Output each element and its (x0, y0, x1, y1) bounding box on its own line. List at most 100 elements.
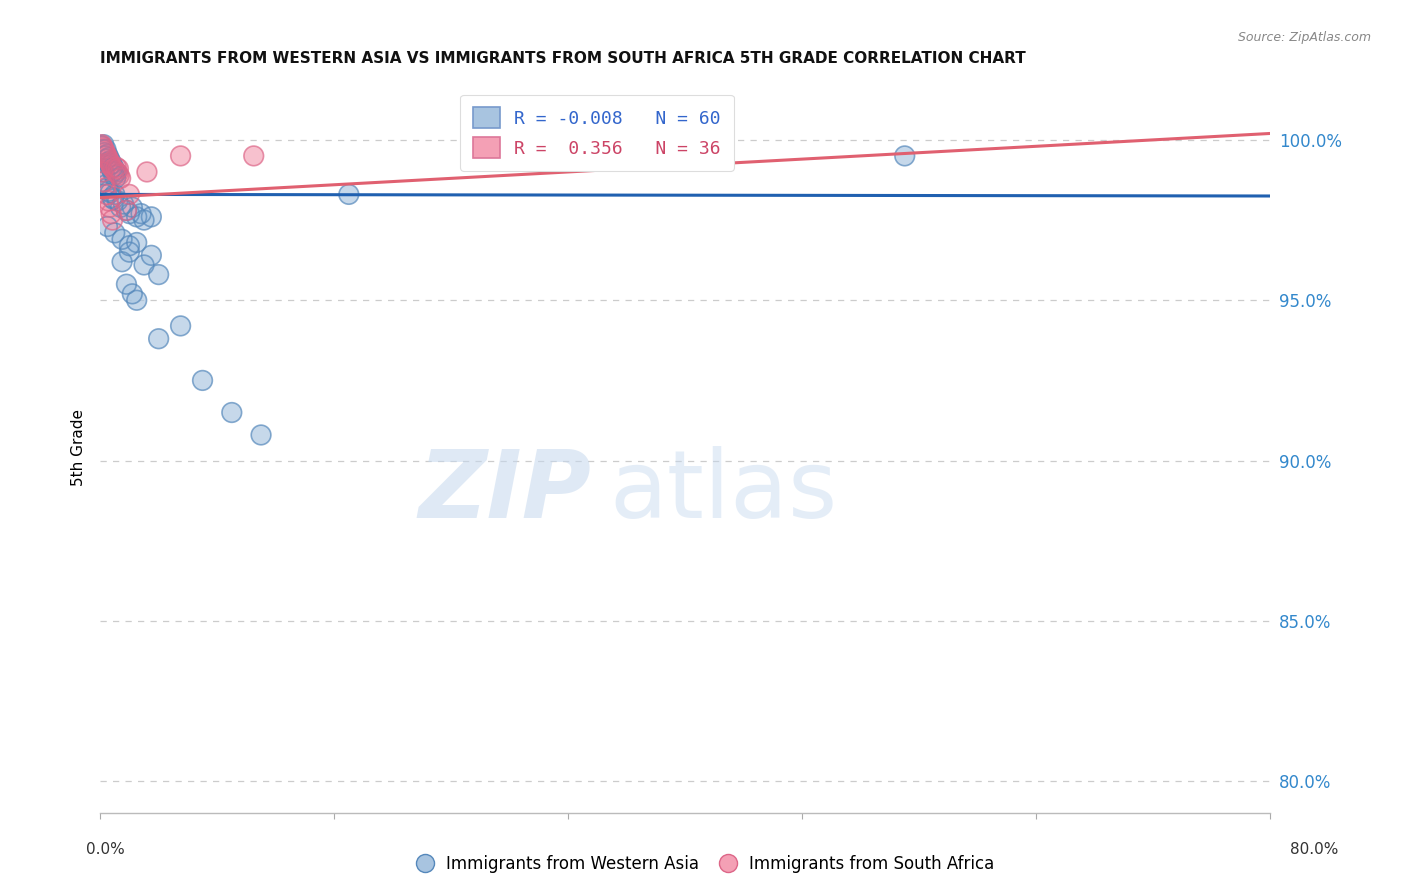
Point (93, 137, 115, 152)
Point (97, 194, 120, 208)
Point (97, 153, 120, 168)
Point (118, 245, 141, 260)
Point (103, 168, 125, 182)
Point (98, 159, 121, 173)
Point (110, 171, 132, 186)
Point (132, 213, 155, 227)
Point (105, 165, 128, 179)
Point (96, 187, 118, 202)
Point (96, 151, 118, 165)
Point (90, 165, 112, 179)
Point (104, 163, 127, 178)
Point (101, 191, 124, 205)
Point (103, 192, 125, 206)
Point (107, 161, 129, 176)
Point (98, 186, 121, 200)
Point (98, 200, 121, 214)
Point (191, 373, 214, 387)
Point (118, 238, 141, 252)
Point (148, 332, 170, 346)
Point (112, 197, 135, 211)
Point (96, 219, 118, 234)
Point (101, 157, 124, 171)
Point (129, 207, 152, 221)
Point (101, 157, 124, 171)
Point (101, 191, 124, 205)
Point (91, 141, 114, 155)
Point (107, 194, 129, 208)
Point (103, 161, 125, 176)
Point (103, 160, 125, 174)
Point (118, 207, 141, 221)
Point (100, 207, 122, 221)
Point (242, 149, 264, 163)
Point (118, 238, 141, 252)
Point (132, 258, 155, 272)
Point (118, 187, 141, 202)
Point (121, 200, 143, 214)
Point (125, 293, 148, 308)
Text: IMMIGRANTS FROM WESTERN ASIA VS IMMIGRANTS FROM SOUTH AFRICA 5TH GRADE CORRELATI: IMMIGRANTS FROM WESTERN ASIA VS IMMIGRAN… (100, 51, 1026, 66)
Point (97, 155, 120, 169)
Point (141, 248, 163, 262)
Point (115, 203, 138, 218)
Point (125, 210, 148, 224)
Point (98, 157, 121, 171)
Point (93, 137, 115, 152)
Point (91, 143, 114, 157)
Point (100, 159, 122, 173)
Point (104, 171, 127, 186)
Point (115, 203, 138, 218)
Point (121, 286, 143, 301)
Point (221, 405, 243, 419)
Point (96, 151, 118, 165)
Point (90, 137, 112, 152)
Point (112, 197, 135, 211)
Point (115, 277, 138, 292)
Point (91, 165, 114, 179)
Point (132, 213, 155, 227)
Point (111, 232, 134, 246)
Point (96, 147, 118, 161)
Point (96, 149, 118, 163)
Point (96, 187, 118, 202)
Point (115, 277, 138, 292)
Point (93, 144, 115, 158)
Point (98, 159, 121, 173)
Point (91, 139, 114, 153)
Point (169, 149, 191, 163)
Point (94, 149, 117, 163)
Point (91, 139, 114, 153)
Point (91, 143, 114, 157)
Point (104, 171, 127, 186)
Point (132, 258, 155, 272)
Point (97, 152, 120, 166)
Point (93, 145, 115, 160)
Point (97, 153, 120, 168)
Text: 80.0%: 80.0% (1291, 842, 1339, 856)
Point (100, 161, 122, 176)
Point (169, 318, 191, 333)
Point (141, 210, 163, 224)
Point (103, 161, 125, 176)
Point (91, 175, 114, 189)
Point (101, 160, 124, 174)
Point (93, 168, 115, 182)
Point (101, 165, 124, 179)
Point (100, 159, 122, 173)
Text: 0.0%: 0.0% (86, 842, 125, 856)
Point (97, 151, 120, 165)
Point (94, 143, 117, 157)
Point (94, 145, 117, 160)
Point (94, 181, 117, 195)
Point (91, 165, 114, 179)
Point (103, 192, 125, 206)
Point (97, 152, 120, 166)
Point (105, 165, 128, 179)
Point (98, 155, 121, 169)
Point (96, 181, 118, 195)
Point (94, 149, 117, 163)
Point (111, 254, 134, 268)
Point (125, 210, 148, 224)
Point (94, 147, 117, 161)
